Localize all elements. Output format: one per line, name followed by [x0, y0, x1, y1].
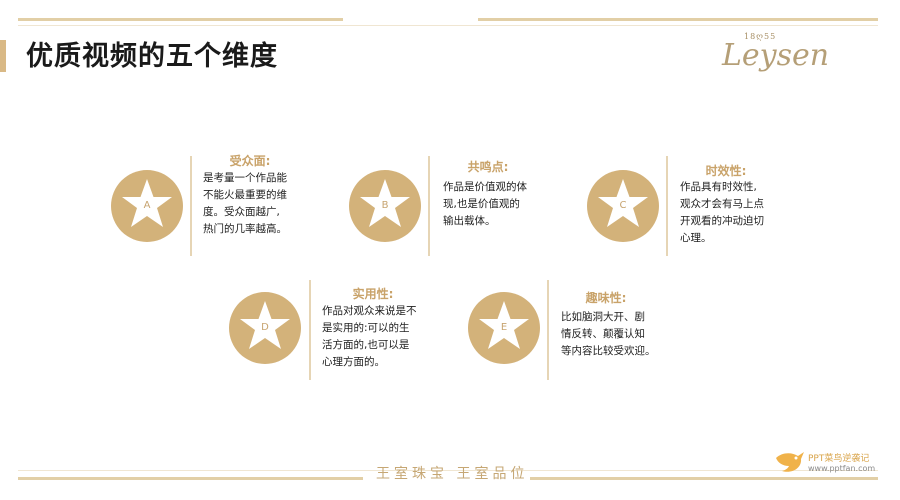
- star-icon: [479, 301, 529, 349]
- star-icon: [598, 179, 648, 227]
- card-title-b: 共鸣点:: [467, 160, 509, 174]
- card-text-c: 作品具有时效性, 观众才会有马上点 开观看的冲动迫切 心理。: [680, 181, 764, 244]
- top-thin-line: [18, 25, 878, 26]
- star-badge-d: D: [229, 292, 301, 364]
- card-title-e: 趣味性:: [585, 291, 627, 305]
- badge-letter: C: [619, 200, 627, 211]
- brand-logo: 18ღ55 Leysen: [722, 30, 829, 74]
- card-title-d: 实用性:: [352, 287, 394, 301]
- footer-slogan: 王室珠宝 王室品位: [376, 466, 529, 482]
- bottom-thin-line: [18, 470, 878, 471]
- star-badge-e: E: [468, 292, 540, 364]
- card-divider-a: [190, 156, 192, 256]
- badge-letter: D: [261, 322, 269, 333]
- page-title: 优质视频的五个维度: [26, 41, 278, 72]
- badge-letter: A: [143, 200, 151, 211]
- star-badge-c: C: [587, 170, 659, 242]
- card-divider-d: [309, 280, 311, 380]
- card-divider-b: [428, 156, 430, 256]
- star-icon: [122, 179, 172, 227]
- bird-icon: [776, 452, 804, 472]
- watermark-url: www.pptfan.com: [808, 464, 876, 473]
- card-text-a: 是考量一个作品能 不能火最重要的维 度。受众面越广, 热门的几率越高。: [203, 172, 287, 235]
- star-badge-a: A: [111, 170, 183, 242]
- title-accent-bar: [0, 40, 6, 72]
- card-text-b: 作品是价值观的体 现,也是价值观的 输出载体。: [443, 181, 527, 227]
- watermark-title: PPT菜鸟逆袭记: [808, 454, 870, 464]
- top-line-right: [478, 18, 878, 21]
- badge-letter: B: [381, 200, 389, 211]
- bottom-line-right: [530, 477, 878, 480]
- card-text-e: 比如脑洞大开、剧 情反转、颠覆认知 等内容比较受欢迎。: [561, 311, 656, 357]
- logo-year: 18ღ55: [744, 32, 777, 41]
- bottom-line-left: [18, 477, 363, 480]
- card-text-d: 作品对观众来说是不 是实用的:可以的生 活方面的,也可以是 心理方面的。: [322, 305, 417, 368]
- card-divider-e: [547, 280, 549, 380]
- star-icon: [360, 179, 410, 227]
- card-title-a: 受众面:: [229, 154, 271, 168]
- star-badge-b: B: [349, 170, 421, 242]
- logo-brand: Leysen: [722, 38, 830, 73]
- top-line-left: [18, 18, 343, 21]
- card-divider-c: [666, 156, 668, 256]
- badge-letter: E: [500, 322, 508, 333]
- card-title-c: 时效性:: [705, 164, 747, 178]
- star-icon: [240, 301, 290, 349]
